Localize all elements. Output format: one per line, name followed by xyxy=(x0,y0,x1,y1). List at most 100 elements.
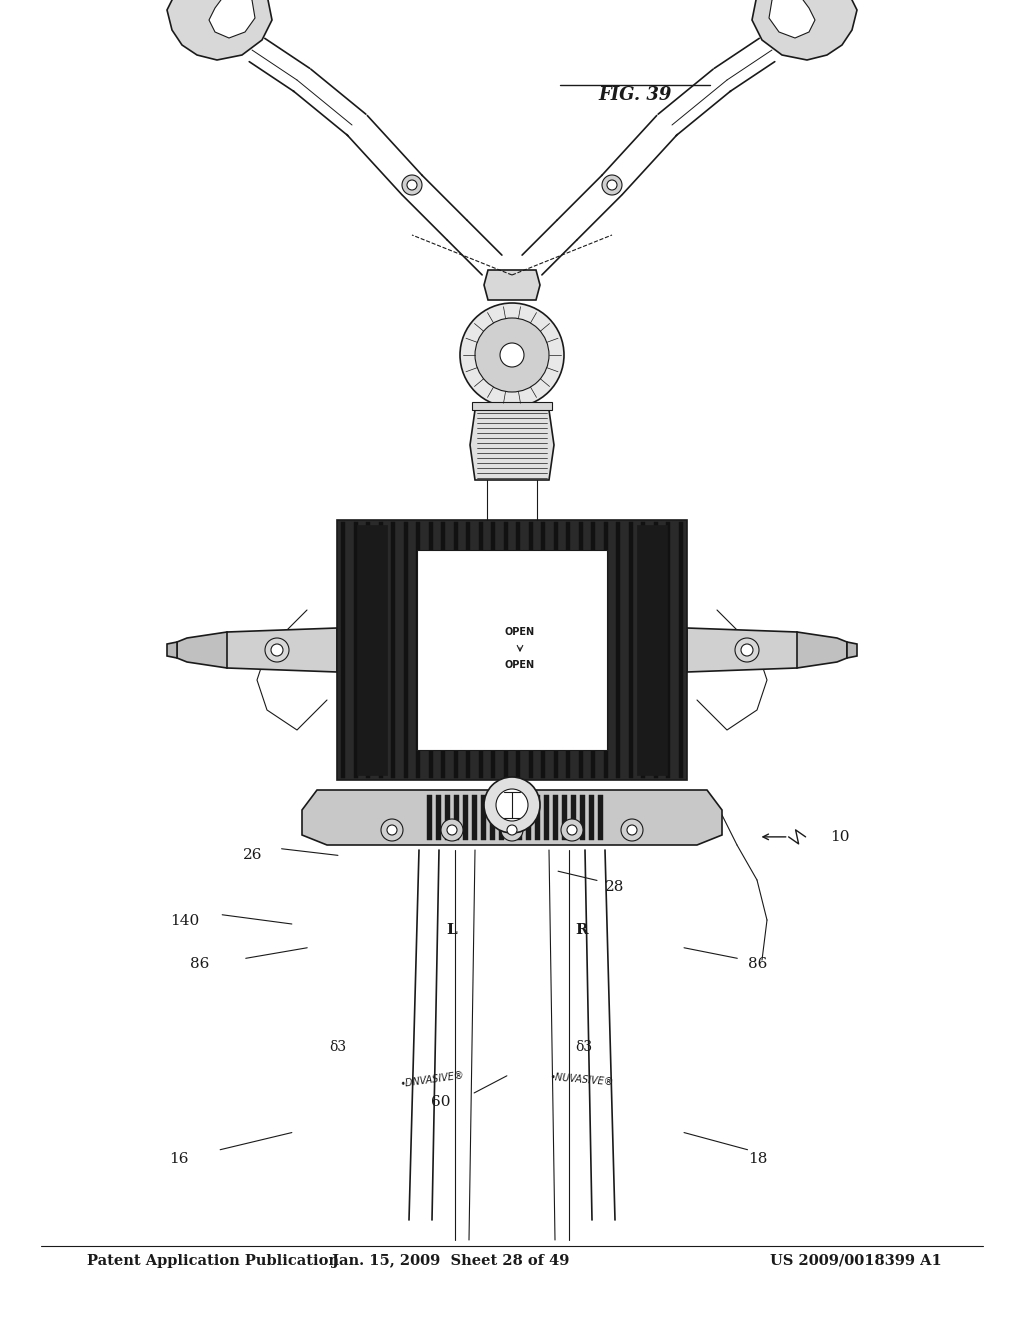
Polygon shape xyxy=(177,632,227,668)
Circle shape xyxy=(441,818,463,841)
Circle shape xyxy=(387,825,397,836)
Text: 16: 16 xyxy=(169,1152,189,1166)
Polygon shape xyxy=(499,795,504,840)
Circle shape xyxy=(407,180,417,190)
Polygon shape xyxy=(598,795,603,840)
Polygon shape xyxy=(535,795,540,840)
Polygon shape xyxy=(554,521,558,777)
Text: 60: 60 xyxy=(430,1096,451,1109)
Polygon shape xyxy=(752,0,857,59)
Circle shape xyxy=(381,818,403,841)
Polygon shape xyxy=(466,521,470,777)
Circle shape xyxy=(602,176,622,195)
Circle shape xyxy=(621,818,643,841)
Polygon shape xyxy=(504,521,508,777)
Polygon shape xyxy=(579,521,583,777)
Polygon shape xyxy=(769,0,815,38)
Polygon shape xyxy=(653,521,657,777)
Polygon shape xyxy=(403,521,408,777)
Polygon shape xyxy=(637,525,667,775)
Polygon shape xyxy=(353,521,357,777)
Polygon shape xyxy=(357,525,387,775)
Text: OPEN: OPEN xyxy=(505,660,536,671)
Text: 18: 18 xyxy=(749,1152,767,1166)
Polygon shape xyxy=(797,632,847,668)
Polygon shape xyxy=(217,628,337,672)
Polygon shape xyxy=(604,521,608,777)
Text: δ3: δ3 xyxy=(575,1040,592,1053)
Text: Patent Application Publication: Patent Application Publication xyxy=(87,1254,339,1267)
Circle shape xyxy=(460,304,564,407)
Circle shape xyxy=(265,638,289,663)
Circle shape xyxy=(402,176,422,195)
Polygon shape xyxy=(463,795,468,840)
Polygon shape xyxy=(508,795,513,840)
Text: FIG. 39: FIG. 39 xyxy=(598,86,672,104)
Polygon shape xyxy=(679,521,683,777)
Polygon shape xyxy=(667,521,671,777)
Text: US 2009/0018399 A1: US 2009/0018399 A1 xyxy=(770,1254,942,1267)
Circle shape xyxy=(501,818,523,841)
Polygon shape xyxy=(391,521,395,777)
Polygon shape xyxy=(167,642,177,657)
Circle shape xyxy=(561,818,583,841)
Text: 26: 26 xyxy=(243,849,263,862)
Text: 28: 28 xyxy=(605,880,624,894)
Polygon shape xyxy=(302,789,722,845)
Text: •DNVASIVE®: •DNVASIVE® xyxy=(399,1071,465,1089)
Circle shape xyxy=(507,825,517,836)
Circle shape xyxy=(607,180,617,190)
Polygon shape xyxy=(616,521,621,777)
Polygon shape xyxy=(571,795,575,840)
Polygon shape xyxy=(687,628,807,672)
Polygon shape xyxy=(470,411,554,480)
Circle shape xyxy=(500,343,524,367)
Polygon shape xyxy=(416,521,420,777)
Polygon shape xyxy=(484,271,540,300)
Polygon shape xyxy=(542,521,545,777)
Text: Jan. 15, 2009  Sheet 28 of 49: Jan. 15, 2009 Sheet 28 of 49 xyxy=(332,1254,569,1267)
Polygon shape xyxy=(367,521,371,777)
Text: 10: 10 xyxy=(829,830,850,843)
Polygon shape xyxy=(472,403,552,411)
Polygon shape xyxy=(379,521,383,777)
Polygon shape xyxy=(167,0,272,59)
Polygon shape xyxy=(591,521,595,777)
Polygon shape xyxy=(454,795,459,840)
Polygon shape xyxy=(429,521,433,777)
Text: 140: 140 xyxy=(170,915,199,928)
Text: 86: 86 xyxy=(749,957,767,970)
Polygon shape xyxy=(492,521,496,777)
Polygon shape xyxy=(490,795,495,840)
Polygon shape xyxy=(589,795,594,840)
Text: •NUVASIVE®: •NUVASIVE® xyxy=(550,1072,614,1088)
Polygon shape xyxy=(454,521,458,777)
Polygon shape xyxy=(580,795,585,840)
Circle shape xyxy=(496,789,528,821)
Polygon shape xyxy=(566,521,570,777)
Text: L: L xyxy=(446,923,458,937)
Polygon shape xyxy=(641,521,645,777)
Polygon shape xyxy=(544,795,549,840)
Text: 86: 86 xyxy=(190,957,209,970)
Polygon shape xyxy=(427,795,432,840)
Text: OPEN: OPEN xyxy=(505,627,536,638)
Text: R: R xyxy=(575,923,589,937)
Polygon shape xyxy=(562,795,567,840)
Polygon shape xyxy=(526,795,531,840)
Polygon shape xyxy=(847,642,857,657)
Polygon shape xyxy=(209,0,255,38)
Text: δ3: δ3 xyxy=(330,1040,346,1053)
Circle shape xyxy=(271,644,283,656)
Polygon shape xyxy=(472,795,477,840)
Polygon shape xyxy=(517,795,522,840)
Polygon shape xyxy=(417,550,607,750)
Polygon shape xyxy=(479,521,482,777)
Polygon shape xyxy=(528,521,532,777)
Polygon shape xyxy=(441,521,445,777)
Circle shape xyxy=(484,777,540,833)
Circle shape xyxy=(447,825,457,836)
Circle shape xyxy=(475,318,549,392)
Polygon shape xyxy=(436,795,441,840)
Polygon shape xyxy=(337,520,687,780)
